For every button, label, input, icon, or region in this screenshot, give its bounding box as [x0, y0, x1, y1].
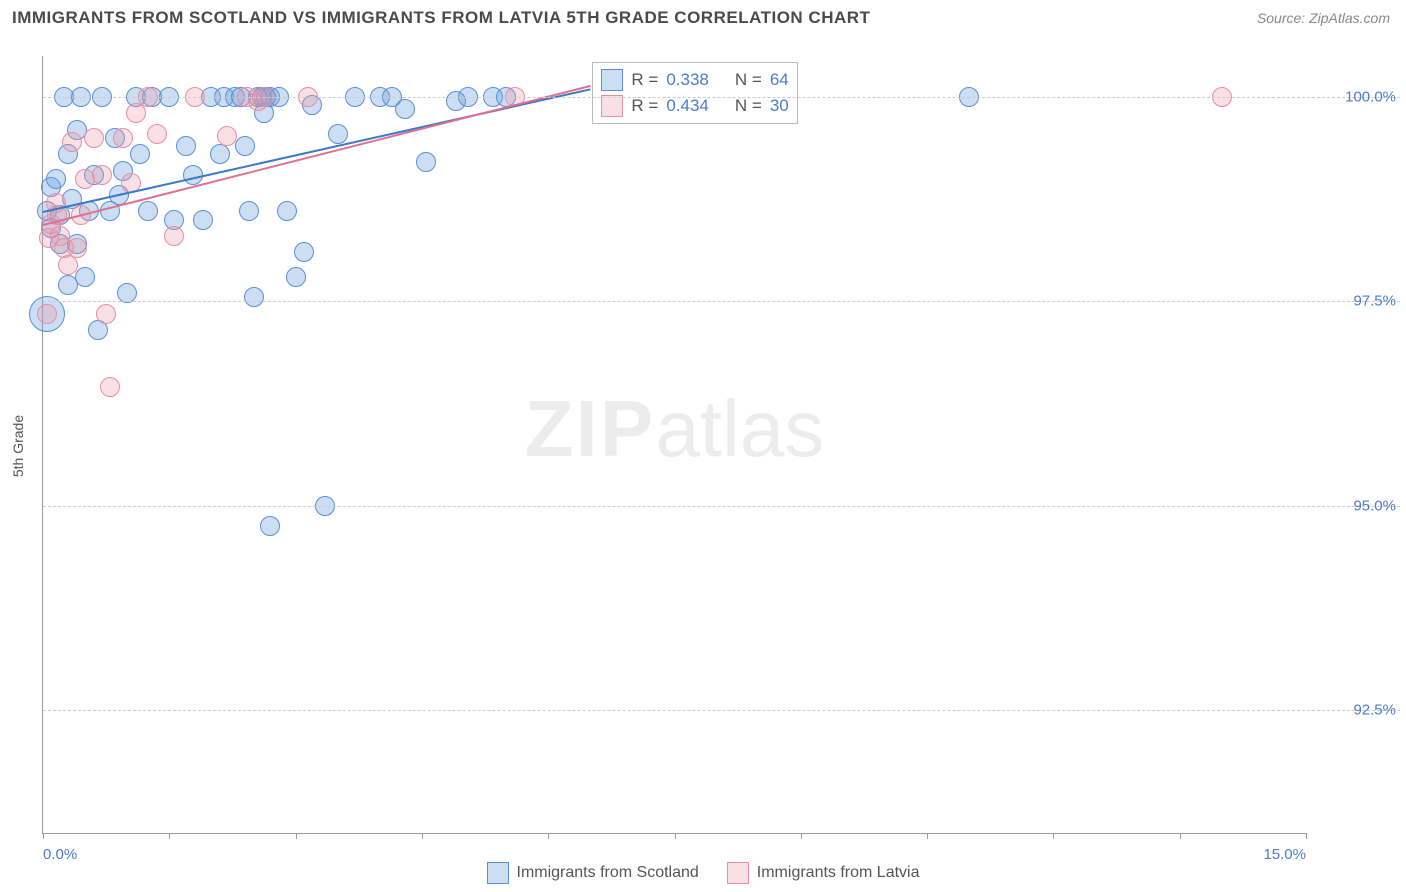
legend-stats-row: R = 0.338 N = 64 — [601, 67, 788, 93]
data-point — [328, 124, 348, 144]
data-point — [96, 304, 116, 324]
data-point — [210, 144, 230, 164]
data-point — [277, 201, 297, 221]
x-tick — [43, 833, 44, 839]
gridline — [43, 506, 1400, 507]
legend-stats-box: R = 0.338 N = 64 R = 0.434 N = 30 — [592, 62, 797, 124]
stat-n-label: N = — [735, 96, 762, 116]
data-point — [239, 201, 259, 221]
stat-r-label: R = — [631, 70, 658, 90]
y-tick-label: 100.0% — [1316, 88, 1396, 105]
stat-r-value: 0.338 — [666, 70, 709, 90]
data-point — [416, 152, 436, 172]
stat-n-label: N = — [735, 70, 762, 90]
x-tick — [296, 833, 297, 839]
data-point — [84, 128, 104, 148]
stat-r-value: 0.434 — [666, 96, 709, 116]
data-point — [130, 144, 150, 164]
x-tick — [1306, 833, 1307, 839]
y-tick-label: 95.0% — [1316, 497, 1396, 514]
data-point — [193, 210, 213, 230]
gridline — [43, 301, 1400, 302]
gridline — [43, 97, 1400, 98]
data-point — [46, 169, 66, 189]
data-point — [395, 99, 415, 119]
data-point — [164, 226, 184, 246]
legend-label: Immigrants from Scotland — [517, 864, 699, 882]
data-point — [244, 287, 264, 307]
data-point — [67, 238, 87, 258]
legend-swatch — [601, 95, 623, 117]
legend-swatch — [601, 69, 623, 91]
x-tick — [675, 833, 676, 839]
chart-area: ZIPatlas R =0.338N =64R =0.434N =30 92.5… — [42, 56, 1306, 834]
stat-n-value: 30 — [770, 96, 789, 116]
chart-title: IMMIGRANTS FROM SCOTLAND VS IMMIGRANTS F… — [12, 8, 870, 28]
legend-label: Immigrants from Latvia — [757, 864, 920, 882]
data-point — [92, 165, 112, 185]
data-point — [126, 103, 146, 123]
legend-item: Immigrants from Latvia — [727, 862, 920, 884]
data-point — [62, 132, 82, 152]
legend-swatch — [487, 862, 509, 884]
bottom-legend: Immigrants from Scotland Immigrants from … — [0, 862, 1406, 884]
x-tick — [169, 833, 170, 839]
data-point — [117, 283, 137, 303]
y-tick-label: 97.5% — [1316, 293, 1396, 310]
legend-swatch — [727, 862, 749, 884]
data-point — [147, 124, 167, 144]
data-point — [235, 136, 255, 156]
data-point — [100, 377, 120, 397]
data-point — [37, 304, 57, 324]
data-point — [286, 267, 306, 287]
x-tick — [1053, 833, 1054, 839]
data-point — [217, 126, 237, 146]
y-tick-label: 92.5% — [1316, 702, 1396, 719]
legend-item: Immigrants from Scotland — [487, 862, 699, 884]
data-point — [138, 201, 158, 221]
data-point — [176, 136, 196, 156]
gridline — [43, 710, 1400, 711]
header: IMMIGRANTS FROM SCOTLAND VS IMMIGRANTS F… — [0, 0, 1406, 32]
x-tick — [927, 833, 928, 839]
x-tick-label: 0.0% — [43, 846, 77, 863]
data-point — [294, 242, 314, 262]
source-label: Source: ZipAtlas.com — [1257, 10, 1390, 26]
x-tick — [548, 833, 549, 839]
x-tick — [801, 833, 802, 839]
data-point — [113, 128, 133, 148]
x-tick — [422, 833, 423, 839]
plot-area — [43, 56, 1306, 833]
stat-n-value: 64 — [770, 70, 789, 90]
data-point — [260, 516, 280, 536]
y-axis-title: 5th Grade — [10, 415, 26, 477]
x-tick-label: 15.0% — [1263, 846, 1306, 863]
stat-r-label: R = — [631, 96, 658, 116]
x-tick — [1180, 833, 1181, 839]
data-point — [75, 267, 95, 287]
